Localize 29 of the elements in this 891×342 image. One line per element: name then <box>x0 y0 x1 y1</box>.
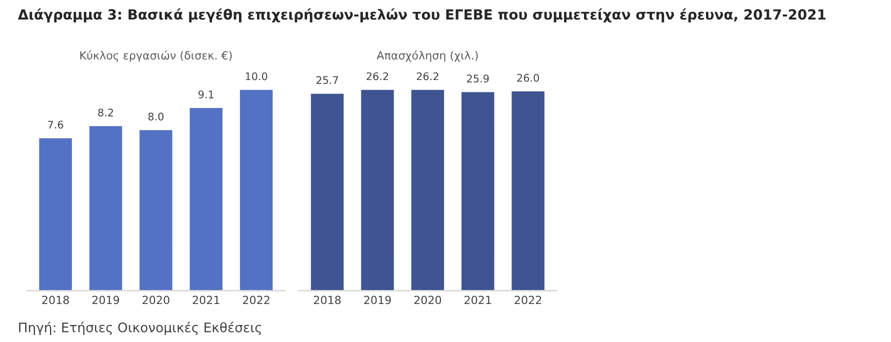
data-label: 9.1 <box>198 90 214 98</box>
bar <box>188 106 224 291</box>
x-tick-label: 2020 <box>414 296 442 304</box>
x-tick-label: 2019 <box>92 296 120 304</box>
text: Διάγραμμα 3: Βασικά μεγέθη επιχειρήσεων-μελών του ΕΓΕΒΕ που συμμετείχαν στην έρευνα, 2017-2021 <box>18 8 826 22</box>
bar <box>238 88 274 291</box>
x-tick-label: 2018 <box>314 296 341 304</box>
chart-subtitle: Κύκλος εργασιών (δισεκ. €) <box>80 50 232 62</box>
text: Πηγή: Ετήσιες Οικονομικές Εκθέσεις <box>19 322 262 335</box>
data-label: 10.0 <box>246 72 268 80</box>
x-tick-label: 2021 <box>464 296 491 304</box>
x-tick-label: 2019 <box>364 296 391 304</box>
data-label: 26.2 <box>366 72 388 80</box>
bar <box>88 124 124 291</box>
bar <box>138 128 174 291</box>
data-label: 7.6 <box>48 120 64 129</box>
data-label: 25.7 <box>316 76 338 84</box>
x-tick-label: 2022 <box>242 296 270 304</box>
data-label: 8.2 <box>98 108 113 116</box>
data-label: 25.9 <box>467 74 489 83</box>
x-tick-label: 2021 <box>192 296 220 304</box>
bar <box>38 136 74 291</box>
data-label: 26.0 <box>517 74 539 82</box>
x-tick-label: 2018 <box>42 296 69 304</box>
chart-subtitle: Απασχόληση (χιλ.) <box>376 50 478 62</box>
data-label: 26.2 <box>416 72 438 80</box>
x-tick-label: 2022 <box>514 296 542 304</box>
x-tick-label: 2020 <box>142 296 170 304</box>
data-label: 8.0 <box>148 112 164 121</box>
